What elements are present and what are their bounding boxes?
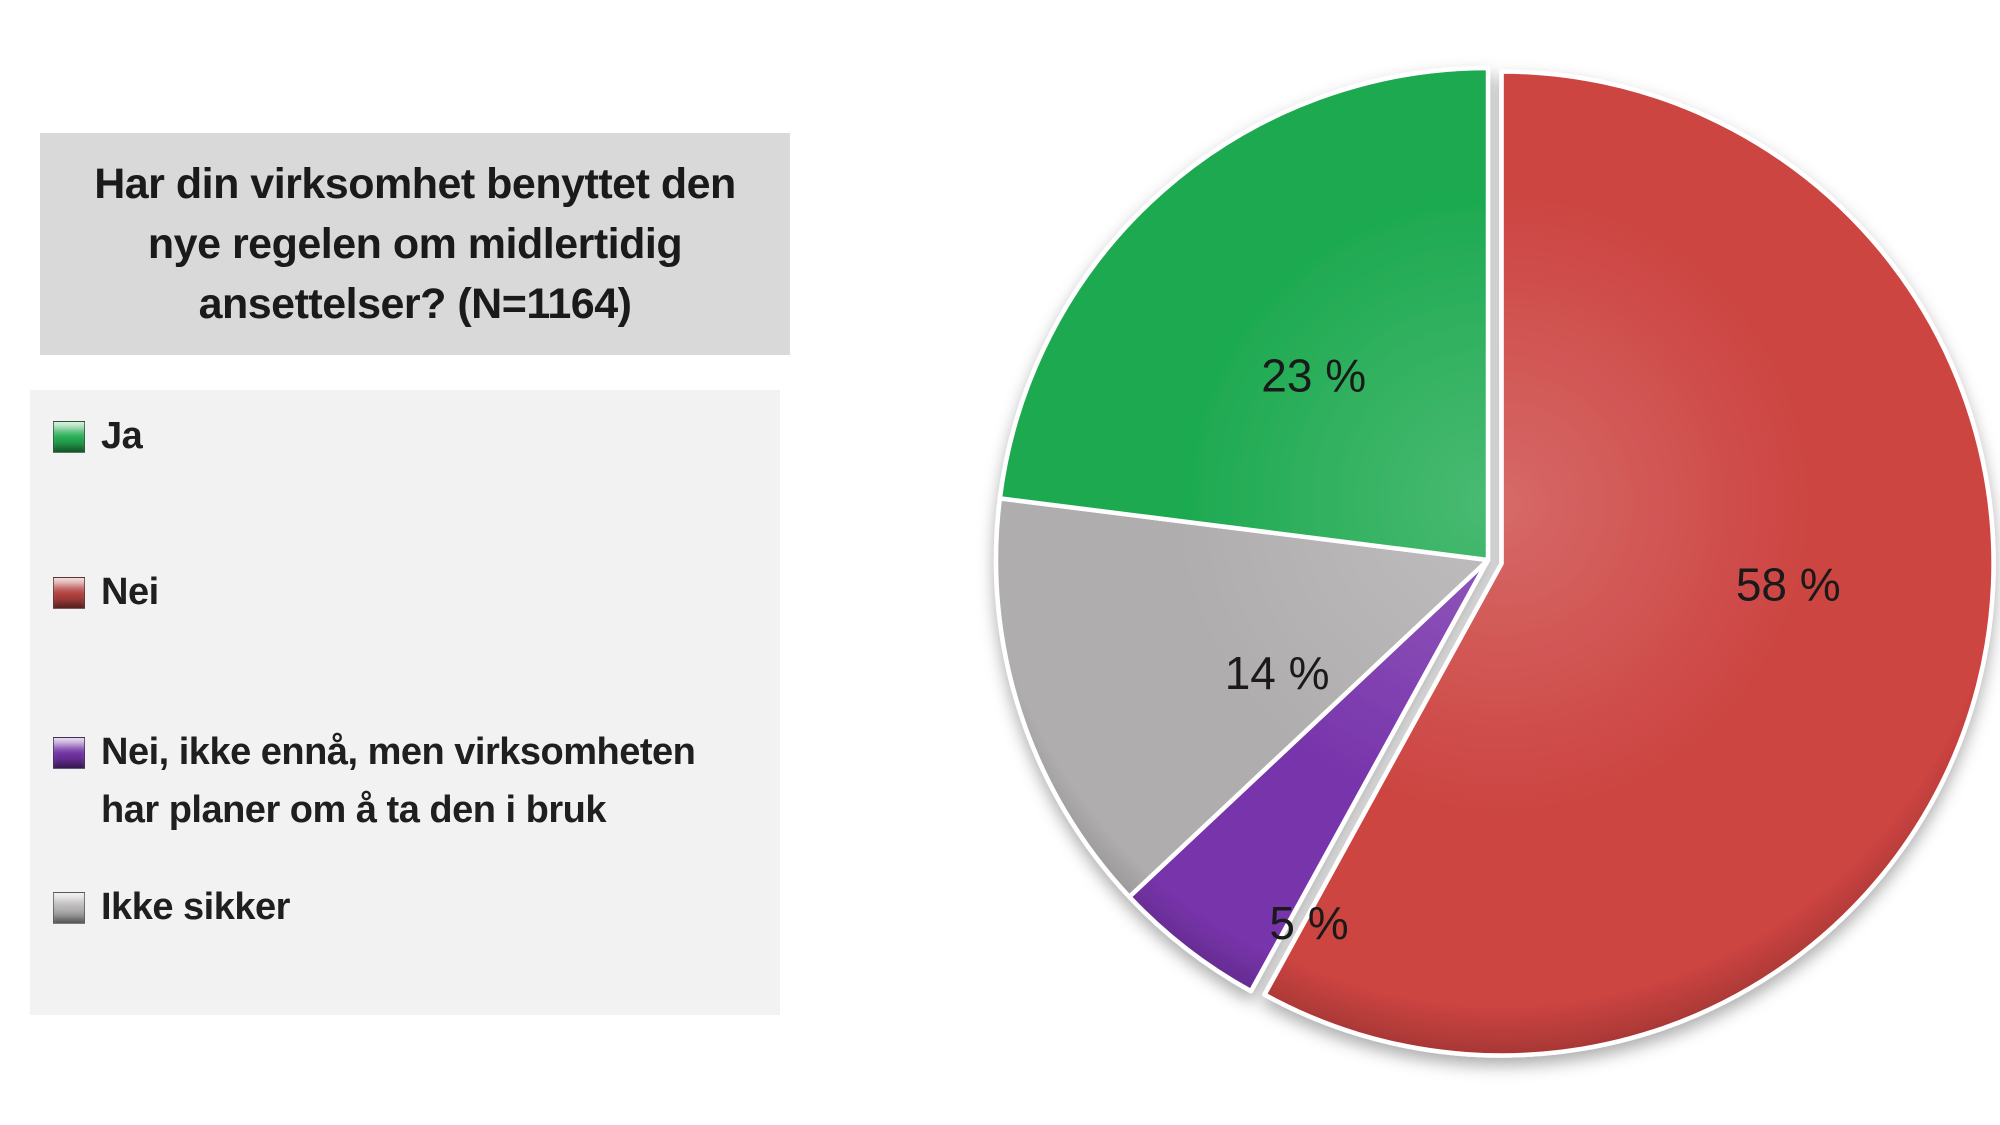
legend-swatch-nei (53, 577, 85, 609)
title-line: ansettelser? (N=1164) (198, 280, 632, 328)
pie-slice-nei-ikke-enna (1127, 557, 1491, 994)
legend-label-line: Ja (101, 415, 143, 457)
pie-label-nei: 58 % (1736, 559, 1841, 611)
legend-label-line: har planer om å ta den i bruk (101, 789, 606, 831)
legend-label: Ikke sikker (101, 878, 290, 936)
legend-label-line: Nei (101, 571, 159, 613)
legend-swatch-nei-ikke-enna (53, 737, 85, 769)
legend-label: Nei, ikke ennå, men virksomheten har plan… (101, 723, 696, 839)
pie-chart: 58 % 5 % 14 % 23 % (993, 65, 1996, 1058)
legend-item-nei: Nei (53, 563, 159, 621)
pie-label-ikke-sikker: 14 % (1225, 647, 1330, 699)
chart-legend: Ja Nei Nei, ikke ennå, men virksomheten har… (30, 390, 780, 1015)
legend-swatch-ja (53, 421, 85, 453)
pie-slice-ikke-sikker (993, 496, 1491, 900)
title-line: Har din virksomhet benyttet den (94, 160, 736, 208)
legend-label-line: Ikke sikker (101, 886, 290, 928)
legend-label-line: Nei, ikke ennå, men virksomheten (101, 731, 696, 773)
pie-label-nei-ikke-enna: 5 % (1269, 897, 1348, 949)
legend-swatch-ikke-sikker (53, 892, 85, 924)
legend-item-ikke-sikker: Ikke sikker (53, 878, 290, 936)
pie-slice-ja (997, 65, 1491, 563)
legend-item-nei-ikke-enna: Nei, ikke ennå, men virksomheten har plan… (53, 723, 696, 839)
pie-label-ja: 23 % (1261, 350, 1366, 402)
legend-label: Ja (101, 407, 143, 465)
pie-slice-nei (1262, 69, 1996, 1058)
legend-label: Nei (101, 563, 159, 621)
legend-item-ja: Ja (53, 407, 143, 465)
title-line: nye regelen om midlertidig (147, 220, 683, 268)
chart-title: Har din virksomhet benyttet den nye regel… (40, 133, 790, 355)
